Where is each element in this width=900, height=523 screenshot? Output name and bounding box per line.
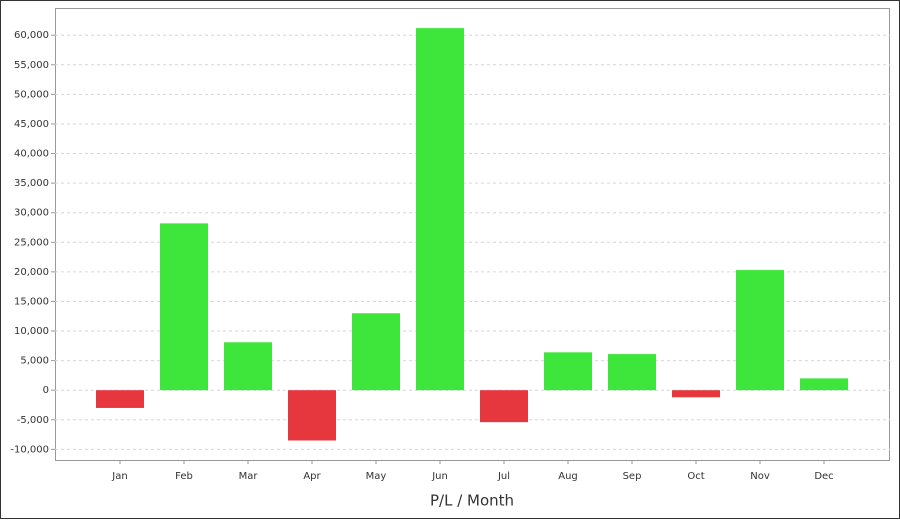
y-tick-label: 50,000 bbox=[14, 89, 49, 100]
bar bbox=[608, 354, 656, 391]
y-tick-label: 30,000 bbox=[14, 208, 49, 219]
bar bbox=[224, 342, 272, 391]
y-tick-label: 40,000 bbox=[14, 149, 49, 160]
bar bbox=[480, 390, 528, 423]
x-tick-label: Jul bbox=[497, 471, 510, 482]
y-tick-label: 55,000 bbox=[14, 60, 49, 71]
x-tick-label: Mar bbox=[239, 471, 259, 482]
y-tick-label: -5,000 bbox=[17, 415, 49, 426]
bar bbox=[96, 390, 144, 408]
x-tick-label: Oct bbox=[687, 471, 704, 482]
y-tick-label: 60,000 bbox=[14, 30, 49, 41]
bar bbox=[416, 28, 464, 391]
x-tick-label: Sep bbox=[623, 471, 642, 482]
y-tick-label: 35,000 bbox=[14, 178, 49, 189]
y-tick-label: 25,000 bbox=[14, 237, 49, 248]
bar bbox=[736, 270, 784, 391]
y-tick-label: -10,000 bbox=[10, 444, 49, 455]
x-tick-label: Nov bbox=[750, 471, 770, 482]
bar bbox=[672, 390, 720, 398]
x-tick-label: Feb bbox=[175, 471, 193, 482]
x-axis-label: P/L / Month bbox=[430, 492, 514, 510]
y-tick-label: 15,000 bbox=[14, 296, 49, 307]
x-tick-label: Jan bbox=[111, 471, 127, 482]
bar bbox=[288, 390, 336, 441]
y-tick-label: 20,000 bbox=[14, 267, 49, 278]
y-tick-label: 10,000 bbox=[14, 326, 49, 337]
bar bbox=[544, 352, 592, 391]
bar bbox=[160, 223, 208, 391]
bar bbox=[352, 313, 400, 391]
y-tick-label: 45,000 bbox=[14, 119, 49, 130]
y-tick-label: 5,000 bbox=[20, 356, 49, 367]
x-tick-label: Jun bbox=[431, 471, 448, 482]
x-tick-label: Aug bbox=[558, 471, 578, 482]
bar bbox=[800, 378, 848, 391]
x-tick-label: May bbox=[366, 471, 387, 482]
x-tick-label: Apr bbox=[303, 471, 321, 482]
y-tick-label: 0 bbox=[43, 385, 49, 396]
x-tick-label: Dec bbox=[814, 471, 833, 482]
